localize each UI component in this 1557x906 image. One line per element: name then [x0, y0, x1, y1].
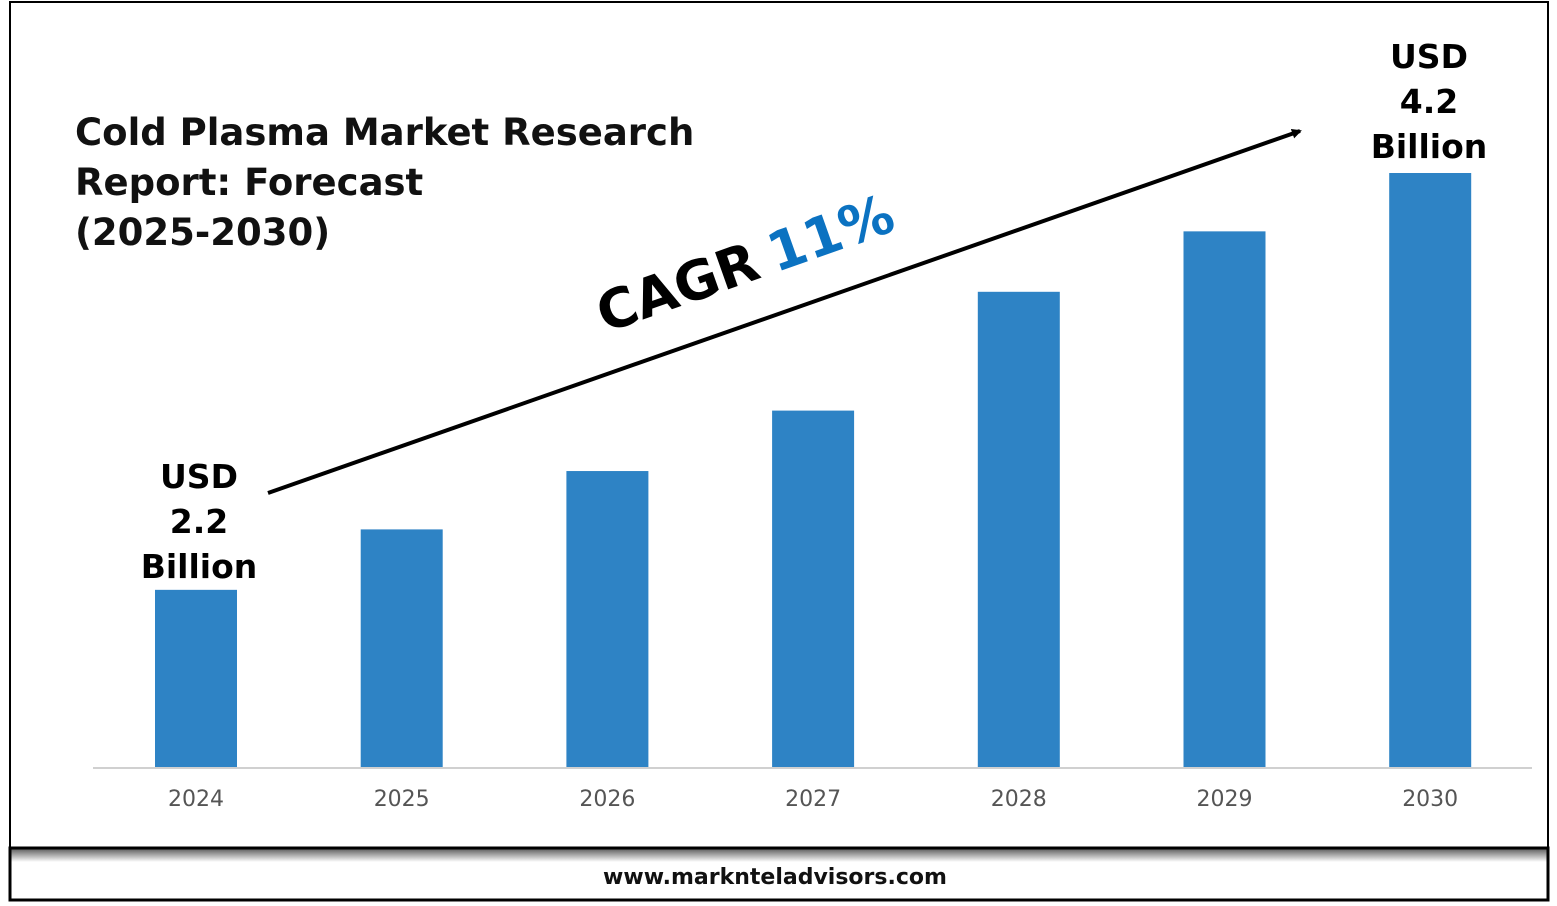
x-tick-label-2030: 2030 [1402, 787, 1458, 812]
chart-title-line-1: Cold Plasma Market Research [75, 111, 694, 154]
frame-shadow [10, 848, 1548, 862]
bar-2026 [566, 471, 649, 767]
end-label-line-2: 4.2 [1400, 82, 1458, 121]
x-tick-label-2026: 2026 [579, 787, 635, 812]
bar-2024 [155, 589, 237, 767]
chart-title-line-3: (2025-2030) [75, 211, 330, 254]
x-tick-label-2024: 2024 [168, 787, 224, 812]
end-label-line-1: USD [1390, 37, 1468, 76]
x-tick-label-2025: 2025 [374, 787, 430, 812]
growth-arrow [267, 128, 1302, 495]
start-label-line-3: Billion [141, 547, 258, 586]
bar-2029 [1183, 231, 1266, 767]
bar-2025 [360, 529, 443, 767]
x-tick-label-2027: 2027 [785, 787, 841, 812]
bar-2027 [772, 410, 855, 767]
end-value-label: USD 4.2 Billion [1371, 37, 1488, 166]
x-tick-label-2029: 2029 [1197, 787, 1253, 812]
end-label-line-3: Billion [1371, 127, 1488, 166]
footer-frame [8, 846, 1550, 902]
bar-2030 [1389, 173, 1472, 767]
bar-2028 [977, 291, 1060, 767]
chart-title-line-2: Report: Forecast [75, 161, 423, 204]
x-tick-label-2028: 2028 [991, 787, 1047, 812]
footer-website: www.marknteladvisors.com [603, 865, 947, 890]
start-label-line-1: USD [160, 457, 238, 496]
start-label-line-2: 2.2 [170, 502, 228, 541]
start-value-label: USD 2.2 Billion [141, 457, 258, 586]
